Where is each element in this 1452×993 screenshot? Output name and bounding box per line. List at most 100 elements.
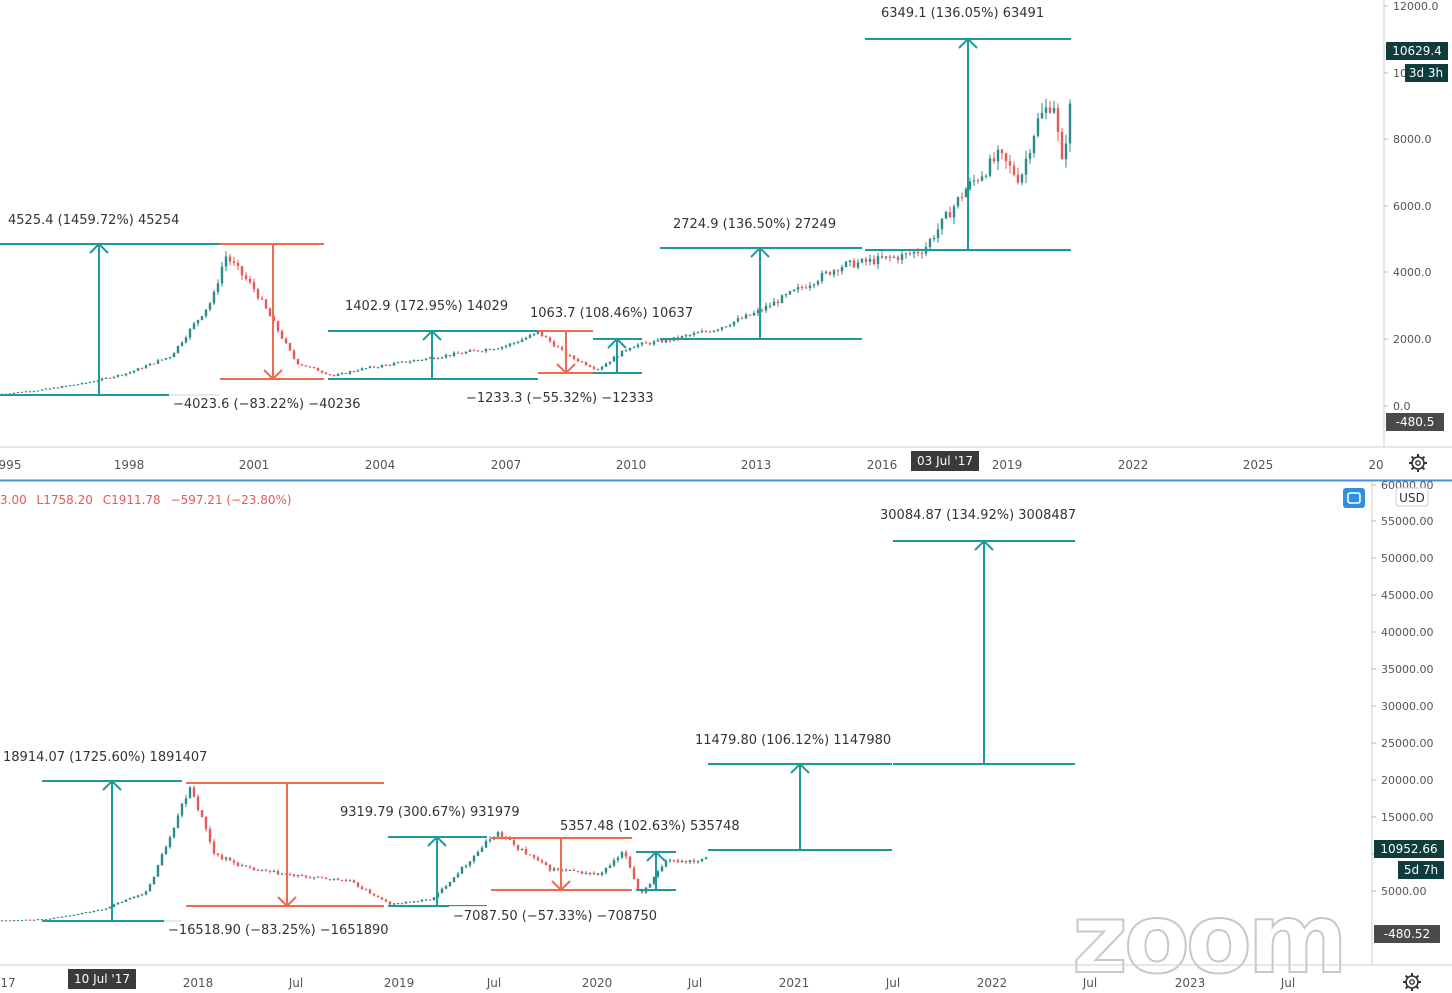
bottom-candle: [676, 858, 680, 864]
bottom-measure-1[interactable]: 18914.07 (1725.60%) 1891407: [0, 747, 226, 922]
top-candle: [448, 354, 452, 358]
top-x-tick-label: 2007: [491, 458, 522, 472]
bottom-measure-6[interactable]: 11479.80 (106.12%) 1147980: [691, 730, 910, 851]
bottom-x-tick-label: 2021: [779, 976, 810, 990]
bottom-measure-5[interactable]: −7087.50 (−57.33%) −708750: [449, 837, 668, 925]
top-candle: [812, 283, 816, 289]
top-candle: [336, 373, 340, 377]
zoom-watermark: zoom: [1072, 883, 1344, 993]
top-candle: [692, 331, 696, 337]
bottom-candle: [444, 884, 448, 890]
bottom-measure-4[interactable]: 5357.48 (102.63%) 535748: [556, 816, 759, 891]
bottom-x-tick-label: 2020: [582, 976, 613, 990]
bottom-candle: [340, 879, 344, 882]
bottom-candle: [576, 870, 580, 873]
top-candle: [612, 355, 616, 362]
top-candle: [240, 265, 244, 280]
top-y-axis[interactable]: 12000.010000.08000.06000.04000.02000.00.…: [1384, 0, 1439, 413]
bottom-measure-3[interactable]: 9319.79 (300.67%) 931979: [336, 802, 539, 907]
top-candle: [748, 314, 752, 316]
top-candle: [828, 271, 832, 276]
top-x-tick-label: 2025: [1243, 458, 1274, 472]
top-settings-gear-icon[interactable]: [1409, 454, 1427, 472]
bottom-candle: [588, 872, 592, 876]
bottom-candle: [256, 868, 260, 872]
bottom-candle: [580, 870, 584, 875]
top-candle: [1016, 167, 1020, 185]
bottom-candle: [680, 859, 684, 863]
top-candle: [1024, 150, 1028, 184]
top-candle: [780, 294, 784, 304]
bottom-candle: [348, 879, 352, 882]
top-candle: [700, 328, 704, 333]
top-candle: [148, 363, 152, 366]
bottom-candle: [624, 849, 628, 860]
bottom-x-axis[interactable]: 17 2018 Jul 2019 Jul 2020 Jul 2021 Jul 2022 Jul 202…: [0, 976, 1295, 990]
bottom-candle: [288, 872, 292, 876]
bottom-candle: [684, 860, 688, 865]
bottom-candle: [360, 885, 364, 890]
bottom-x-tick-label: Jul: [1280, 976, 1295, 990]
bottom-y-tick-label: 55000.00: [1381, 515, 1434, 528]
top-measure-1-label: 4525.4 (1459.72%) 45254: [8, 213, 179, 228]
top-candle: [252, 278, 256, 293]
top-measure-6[interactable]: 2724.9 (136.50%) 27249: [660, 214, 862, 340]
bottom-candle: [316, 876, 320, 878]
top-candle: [844, 260, 848, 268]
top-measure-3[interactable]: 1402.9 (172.95%) 14029: [328, 296, 538, 380]
bottom-settings-gear-icon[interactable]: [1403, 973, 1421, 991]
bottom-candle: [136, 894, 140, 898]
bottom-candle: [452, 877, 456, 883]
top-candle: [656, 337, 660, 342]
top-measure-1[interactable]: 4525.4 (1459.72%) 45254: [0, 210, 220, 396]
ohlc-close: C1911.78: [103, 493, 161, 507]
top-candle: [432, 356, 436, 360]
bottom-candle: [520, 847, 524, 851]
top-candle: [208, 301, 212, 312]
bottom-candle: [620, 850, 624, 860]
bottom-candle: [296, 874, 300, 878]
top-candle: [1032, 134, 1036, 158]
bottom-candle: [108, 906, 112, 909]
currency-label[interactable]: USD: [1395, 487, 1429, 507]
top-candle: [192, 321, 196, 330]
top-candle: [468, 349, 472, 353]
top-measure-2[interactable]: −4023.6 (−83.22%) −40236: [169, 243, 372, 413]
top-candle: [708, 330, 712, 333]
top-measure-4[interactable]: 1063.7 (108.46%) 10637: [526, 303, 713, 374]
top-candle: [52, 387, 56, 389]
top-x-tick-label: 2010: [616, 458, 647, 472]
top-candle: [32, 390, 36, 393]
top-candle: [856, 259, 860, 270]
top-candle: [1044, 98, 1048, 120]
bottom-candle: [668, 858, 672, 863]
bottom-measure-7[interactable]: 30084.87 (134.92%) 3008487: [876, 505, 1095, 765]
ohlc-legend: 3.00 L1758.20 C1911.78 −597.21 (−23.80%): [0, 493, 292, 507]
top-candles: [0, 98, 1072, 395]
bottom-candle: [368, 888, 372, 894]
bottom-candle: [332, 878, 336, 881]
bottom-candle: [336, 877, 340, 881]
top-measure-7[interactable]: 6349.1 (136.05%) 63491: [865, 3, 1071, 251]
bottom-candle: [264, 868, 268, 872]
top-candle: [492, 348, 496, 351]
top-candle: [500, 346, 504, 351]
top-x-axis[interactable]: 995 1998 2001 2004 2007 2010 2013 2016 2019 2022 2…: [0, 458, 1384, 472]
top-candle: [632, 345, 636, 349]
top-candle: [600, 365, 604, 371]
bottom-candle: [188, 785, 192, 799]
top-candle: [428, 356, 432, 359]
top-measure-5[interactable]: −1233.3 (−55.32%) −12333: [462, 330, 665, 407]
bottom-candle: [480, 845, 484, 853]
top-candle: [176, 345, 180, 354]
top-candle: [244, 272, 248, 281]
bottom-y-axis[interactable]: 60000.0055000.0050000.0045000.0040000.00…: [1372, 479, 1434, 898]
top-candle: [888, 254, 892, 262]
bottom-candle: [100, 909, 104, 911]
top-candle: [836, 269, 840, 277]
top-candle: [40, 389, 44, 391]
sync-scale-icon[interactable]: [1343, 488, 1365, 508]
bottom-measure-2[interactable]: −16518.90 (−83.25%) −1651890: [164, 782, 399, 939]
bottom-candle: [408, 901, 412, 904]
top-candle: [892, 255, 896, 259]
